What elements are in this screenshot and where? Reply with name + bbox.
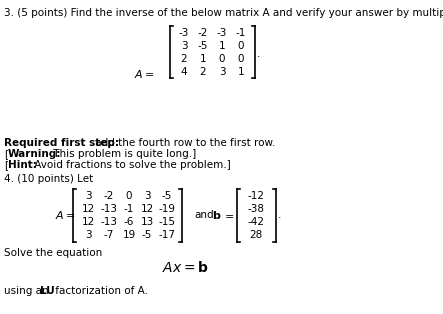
Text: and: and — [194, 210, 214, 220]
Text: -1: -1 — [236, 28, 246, 38]
Text: 1: 1 — [200, 54, 206, 64]
Text: 2: 2 — [200, 67, 206, 77]
Text: Solve the equation: Solve the equation — [4, 248, 102, 258]
Text: -5: -5 — [198, 41, 208, 51]
Text: [: [ — [4, 149, 8, 159]
Text: -6: -6 — [124, 217, 134, 227]
Text: -38: -38 — [248, 204, 264, 214]
Text: -5: -5 — [142, 230, 152, 240]
Text: -19: -19 — [159, 204, 175, 214]
Text: -13: -13 — [101, 217, 117, 227]
Text: $\mathbf{b}$: $\mathbf{b}$ — [212, 209, 222, 221]
Text: Hint:: Hint: — [8, 160, 37, 170]
Text: -15: -15 — [159, 217, 175, 227]
Text: Avoid fractions to solve the problem.]: Avoid fractions to solve the problem.] — [31, 160, 231, 170]
Text: 19: 19 — [122, 230, 136, 240]
Text: -42: -42 — [248, 217, 264, 227]
Text: 28: 28 — [249, 230, 263, 240]
Text: 0: 0 — [219, 54, 225, 64]
Text: factorization of A.: factorization of A. — [52, 286, 148, 296]
Text: Warning:: Warning: — [8, 149, 62, 159]
Text: 3: 3 — [144, 191, 150, 201]
Text: 3: 3 — [85, 191, 91, 201]
Text: .: . — [278, 210, 281, 220]
Text: $Ax = \mathbf{b}$: $Ax = \mathbf{b}$ — [162, 259, 208, 274]
Text: $A =$: $A =$ — [134, 68, 155, 80]
Text: -13: -13 — [101, 204, 117, 214]
Text: 4. (10 points) Let: 4. (10 points) Let — [4, 174, 93, 184]
Text: 2: 2 — [181, 54, 187, 64]
Text: -1: -1 — [124, 204, 134, 214]
Text: 12: 12 — [82, 204, 95, 214]
Text: -2: -2 — [198, 28, 208, 38]
Text: 3: 3 — [85, 230, 91, 240]
Text: 1: 1 — [219, 41, 225, 51]
Text: [: [ — [4, 160, 8, 170]
Text: 3: 3 — [219, 67, 225, 77]
Text: 4: 4 — [181, 67, 187, 77]
Text: 3: 3 — [181, 41, 187, 51]
Text: This problem is quite long.]: This problem is quite long.] — [50, 149, 196, 159]
Text: -7: -7 — [104, 230, 114, 240]
Text: -3: -3 — [179, 28, 189, 38]
Text: -5: -5 — [162, 191, 172, 201]
Text: -3: -3 — [217, 28, 227, 38]
Text: LU: LU — [40, 286, 55, 296]
Text: -17: -17 — [159, 230, 175, 240]
Text: Required first step:: Required first step: — [4, 138, 119, 148]
Text: 0: 0 — [126, 191, 132, 201]
Text: 12: 12 — [82, 217, 95, 227]
Text: 1: 1 — [238, 67, 244, 77]
Text: $A =$: $A =$ — [55, 209, 75, 221]
Text: -12: -12 — [248, 191, 264, 201]
Text: 0: 0 — [238, 41, 244, 51]
Text: $=$: $=$ — [222, 210, 234, 220]
Text: 13: 13 — [140, 217, 154, 227]
Text: 0: 0 — [238, 54, 244, 64]
Text: -2: -2 — [104, 191, 114, 201]
Text: 12: 12 — [140, 204, 154, 214]
Text: .: . — [257, 49, 260, 59]
Text: add the fourth row to the first row.: add the fourth row to the first row. — [92, 138, 276, 148]
Text: 3. (5 points) Find the inverse of the below matrix A and verify your answer by m: 3. (5 points) Find the inverse of the be… — [4, 8, 443, 18]
Text: using an: using an — [4, 286, 52, 296]
